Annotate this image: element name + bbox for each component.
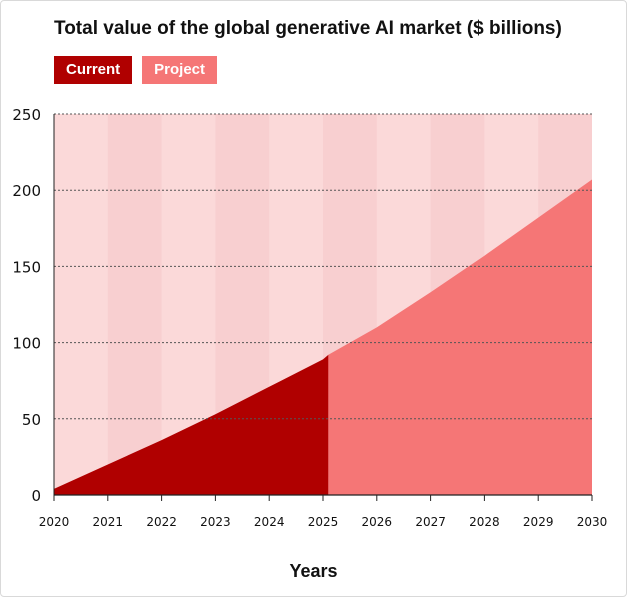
legend-project: Project	[142, 56, 218, 84]
x-tick-label: 2024	[254, 515, 285, 529]
x-tick-label: 2026	[362, 515, 393, 529]
x-tick-label: 2028	[469, 515, 500, 529]
area-current	[54, 354, 329, 495]
x-tick-label: 2022	[146, 515, 177, 529]
x-axis-title: Years	[289, 561, 338, 581]
y-tick-label: 200	[12, 182, 41, 200]
chart-title: Total value of the global generative AI …	[54, 18, 562, 39]
y-tick-label: 100	[12, 335, 41, 353]
plot-stripe	[107, 114, 162, 495]
x-tick-label: 2027	[415, 515, 446, 529]
y-tick-label: 50	[22, 411, 41, 429]
x-tick-label: 2025	[308, 515, 339, 529]
y-tick-label: 150	[12, 258, 41, 276]
x-tick-label: 2020	[39, 515, 70, 529]
x-tick-label: 2021	[93, 515, 124, 529]
x-tick-label: 2029	[523, 515, 554, 529]
area-project	[328, 179, 592, 495]
x-tick-label: 2030	[577, 515, 608, 529]
y-tick-label: 0	[31, 487, 41, 505]
y-tick-label: 250	[12, 106, 41, 124]
x-tick-label: 2023	[200, 515, 231, 529]
legend-current: Current	[54, 56, 133, 84]
chart-legend: Current Project	[54, 56, 218, 84]
